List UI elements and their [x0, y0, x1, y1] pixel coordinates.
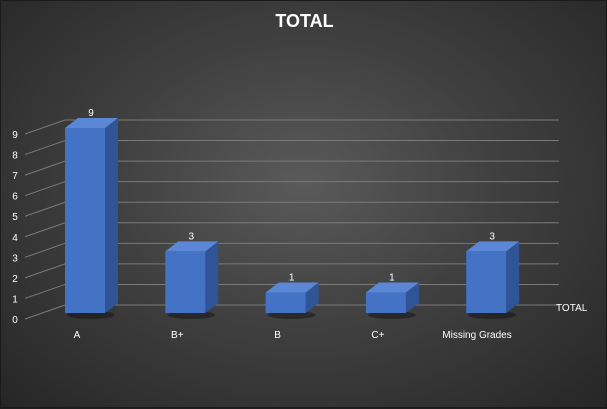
grid-depth-line	[24, 140, 66, 156]
bar-top	[165, 241, 219, 252]
bar-top	[365, 282, 419, 293]
bar-front	[365, 292, 406, 313]
x-tick-label: C+	[371, 330, 384, 341]
x-tick-label: B	[274, 330, 281, 341]
grid-depth-line	[24, 201, 66, 217]
data-label: 9	[88, 108, 94, 119]
data-label: 3	[489, 231, 495, 242]
legend-label: TOTAL	[556, 303, 588, 314]
y-tick-label: 6	[12, 192, 18, 203]
y-tick-label: 0	[12, 315, 18, 326]
bar-front	[466, 251, 507, 313]
y-tick-label: 4	[12, 233, 18, 244]
bar-side	[105, 118, 118, 313]
x-tick-label: Missing Grades	[442, 330, 511, 341]
y-tick-label: 5	[12, 212, 18, 223]
data-label: 3	[189, 231, 195, 242]
data-label: 1	[289, 272, 295, 283]
bar-side	[405, 282, 419, 313]
y-tick-label: 9	[12, 130, 18, 141]
bar-side	[506, 241, 520, 313]
bar-3	[365, 282, 419, 319]
bar-side	[305, 282, 319, 313]
y-tick-label: 3	[12, 253, 18, 264]
grid-depth-line	[24, 283, 66, 299]
bar-top	[466, 241, 520, 252]
grid-depth-line	[24, 242, 66, 258]
bar-0	[65, 118, 118, 319]
data-label: 1	[389, 272, 395, 283]
x-tick-label: B+	[171, 330, 184, 341]
bar-top	[265, 282, 319, 293]
grid-depth-line	[24, 181, 66, 197]
bar-1	[165, 241, 219, 319]
grid-depth-line	[24, 263, 66, 279]
x-tick-label: A	[74, 330, 81, 341]
y-tick-label: 8	[12, 151, 18, 162]
y-tick-label: 1	[12, 294, 18, 305]
bar-front	[165, 251, 206, 313]
grid-depth-line	[24, 119, 66, 135]
bar-front	[265, 292, 306, 313]
chart-title: TOTAL	[275, 11, 334, 31]
grid-depth-line	[24, 304, 66, 320]
grid-depth-line	[24, 222, 66, 238]
bar-top	[65, 118, 118, 128]
bar-front	[65, 128, 105, 313]
bar-2	[265, 282, 319, 319]
bar-side	[205, 241, 219, 313]
bar-4	[466, 241, 520, 319]
y-tick-label: 2	[12, 274, 18, 285]
y-tick-label: 7	[12, 171, 18, 182]
grid-depth-line	[24, 160, 66, 176]
